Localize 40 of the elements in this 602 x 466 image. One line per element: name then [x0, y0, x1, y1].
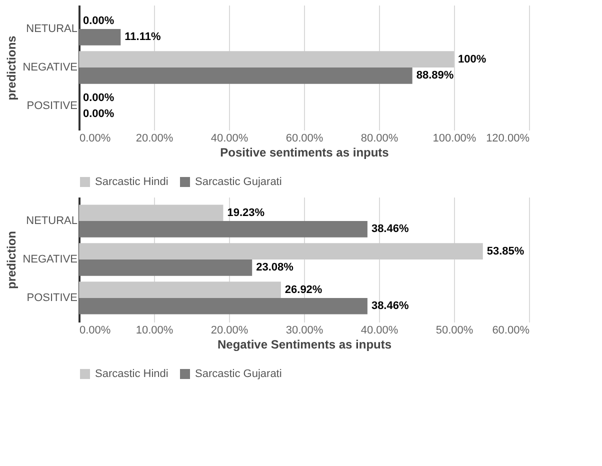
- data-label: 0.00%: [83, 92, 114, 104]
- x-tick-label: 120.00%: [486, 132, 530, 144]
- legend-label: Sarcastic Gujarati: [195, 176, 282, 188]
- y-tick-label: NEGATIVE: [22, 254, 78, 266]
- y-tick-label: NETURAL: [26, 215, 78, 228]
- y-tick-label: POSITIVE: [26, 100, 78, 112]
- y-tick-label: NEGATIVE: [22, 62, 78, 74]
- x-tick-label: 80.00%: [360, 132, 398, 144]
- x-tick-label: 100.00%: [432, 132, 476, 144]
- x-tick-label: 60.00%: [492, 324, 530, 336]
- x-tick-label: 20.00%: [136, 132, 174, 144]
- data-label: 26.92%: [284, 284, 322, 296]
- x-tick-label: 0.00%: [80, 324, 111, 336]
- data-label: 88.89%: [416, 70, 454, 82]
- x-axis-title: Negative Sentiments as inputs: [217, 338, 392, 352]
- data-label: 38.46%: [371, 223, 409, 236]
- x-tick-label: 50.00%: [436, 324, 474, 336]
- y-axis-title: prediction: [4, 230, 19, 290]
- legend-label: Sarcastic Gujarati: [195, 368, 282, 380]
- x-tick-label: 60.00%: [286, 132, 324, 144]
- data-label: 100%: [458, 53, 486, 66]
- x-tick-label: 30.00%: [286, 324, 324, 336]
- x-tick-label: 40.00%: [360, 324, 398, 336]
- x-tick-label: 10.00%: [136, 324, 174, 336]
- legend-label: Sarcastic Hindi: [95, 368, 168, 380]
- x-axis-title: Positive sentiments as inputs: [220, 146, 390, 160]
- data-label: 0.00%: [83, 108, 114, 120]
- data-label: 23.08%: [256, 262, 294, 274]
- data-label: 38.46%: [371, 300, 409, 312]
- y-tick-label: POSITIVE: [26, 292, 78, 304]
- data-label: 11.11%: [124, 31, 161, 44]
- x-tick-label: 0.00%: [80, 132, 111, 144]
- legend-label: Sarcastic Hindi: [95, 176, 168, 188]
- y-tick-label: NETURAL: [26, 23, 78, 36]
- data-label: 19.23%: [227, 206, 265, 219]
- data-label: 53.85%: [486, 245, 524, 258]
- y-axis-title: predictions: [4, 35, 19, 100]
- x-tick-label: 40.00%: [210, 132, 248, 144]
- data-label: 0.00%: [83, 14, 114, 27]
- x-tick-label: 20.00%: [210, 324, 248, 336]
